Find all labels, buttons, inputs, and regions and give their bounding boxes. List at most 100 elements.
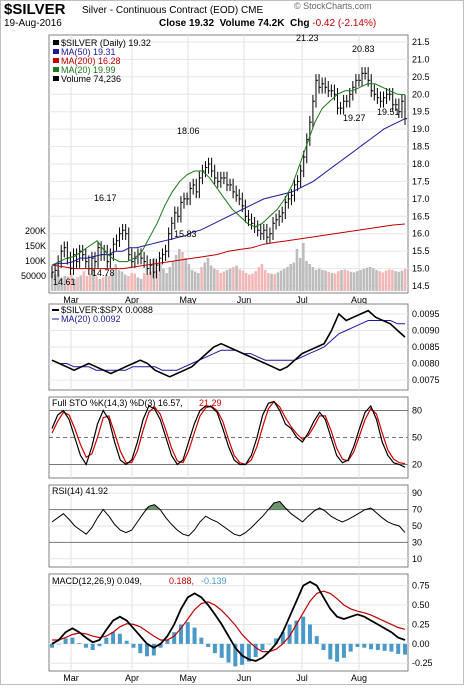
volume-bar — [292, 262, 296, 291]
volume-bar — [187, 264, 191, 291]
macd-histogram-bar — [117, 633, 122, 644]
volume-bar — [120, 271, 124, 291]
volume-bar — [321, 270, 324, 291]
rsi-tick-label: 30 — [412, 537, 422, 547]
macd-tick-label: -0.25 — [412, 658, 433, 668]
macd-signal-legend: 0.188, — [169, 576, 194, 586]
macd-histogram-bar — [389, 643, 394, 652]
macd-histogram-bar — [219, 643, 224, 658]
volume-bar — [209, 265, 213, 291]
volume-bar — [286, 267, 289, 291]
volume-bar — [225, 270, 229, 291]
ratio-ma20-line — [51, 320, 405, 371]
volume-bar — [53, 274, 57, 291]
macd-histogram-bar — [396, 643, 401, 654]
volume-bar — [168, 267, 172, 291]
volume-bar — [104, 274, 108, 291]
macd-histogram-bar — [172, 632, 177, 644]
price-legend-entry: Volume 74,236 — [61, 74, 121, 84]
price-tick-label: 20.5 — [412, 72, 430, 82]
price-annotation: 16.17 — [94, 193, 117, 203]
price-tick-label: 18.5 — [412, 142, 430, 152]
volume-bar — [162, 268, 165, 291]
macd-histogram-bar — [192, 627, 197, 644]
volume-bar — [158, 264, 162, 291]
month-label: May — [179, 295, 197, 305]
month-label: Jun — [237, 295, 252, 305]
macd-histogram-bar — [206, 643, 211, 647]
macd-legend-entry: MACD(12,26,9) 0.049, — [52, 576, 142, 586]
volume-bar — [267, 273, 270, 291]
volume-bar — [50, 272, 54, 291]
volume-bar — [311, 267, 315, 291]
volume-bar — [152, 258, 156, 291]
volume-bar — [108, 276, 111, 291]
volume-bar — [95, 276, 98, 291]
rsi-tick-label: 10 — [412, 554, 422, 564]
volume-bar — [178, 249, 181, 291]
price-annotation: 19.51 — [377, 107, 400, 117]
volume-bar — [76, 277, 79, 291]
volume-bar — [260, 264, 264, 291]
volume-bar — [400, 270, 404, 291]
sto-k-line — [51, 400, 406, 468]
price-tick-label: 21.0 — [412, 54, 430, 64]
volume-bar — [171, 261, 175, 291]
price-annotation: 21.23 — [296, 33, 319, 43]
macd-histogram-bar — [158, 643, 163, 648]
macd-tick-label: 0.25 — [412, 619, 430, 629]
volume-bar — [378, 271, 381, 291]
macd-histogram-bar — [369, 643, 374, 650]
macd-histogram-bar — [341, 643, 346, 658]
volume-bar — [302, 243, 305, 291]
volume-bar — [206, 258, 210, 291]
macd-histogram-bar — [307, 624, 312, 644]
price-tick-label: 18.0 — [412, 159, 430, 169]
price-tick-label: 16.5 — [412, 211, 430, 221]
volume-bar — [340, 270, 343, 291]
volume-bar — [289, 264, 292, 291]
macd-histogram-bar — [90, 643, 95, 651]
macd-histogram-bar — [260, 643, 265, 651]
volume-bar — [244, 273, 248, 291]
ratio-tick-label: 0.0090 — [412, 325, 440, 335]
volume-bar — [270, 273, 273, 291]
price-annotation: 14.61 — [53, 277, 76, 287]
volume-bar — [165, 273, 168, 291]
volume-bar — [327, 271, 331, 291]
volume-bar — [279, 270, 283, 291]
volume-bar — [73, 279, 76, 291]
price-tick-label: 17.0 — [412, 194, 430, 204]
volume-tick-label: 100K — [25, 256, 46, 266]
macd-histogram-bar — [165, 639, 170, 644]
volume-bar — [136, 277, 140, 291]
volume-bar — [375, 270, 378, 291]
volume-tick-label: 50000 — [21, 271, 46, 281]
volume-bar — [343, 269, 346, 291]
ma20-line — [51, 83, 406, 266]
legend-swatch — [53, 67, 59, 72]
volume-bar — [263, 270, 267, 291]
macd-signal-line — [52, 590, 406, 653]
macd-histogram-bar — [63, 638, 68, 644]
volume-bar — [298, 258, 302, 291]
macd-histogram-bar — [321, 643, 326, 651]
sto-legend-value: 21.29 — [199, 398, 222, 408]
macd-histogram-bar — [253, 643, 258, 658]
macd-histogram-bar — [138, 643, 143, 654]
volume-bar — [114, 264, 118, 291]
month-label: Jun — [237, 673, 252, 683]
macd-histogram-bar — [151, 643, 156, 656]
ratio-tick-label: 0.0095 — [412, 309, 440, 319]
volume-bar — [247, 274, 251, 291]
price-annotation: 15.83 — [174, 229, 197, 239]
volume-bar — [371, 268, 375, 291]
macd-histogram-bar — [280, 632, 285, 644]
sto-tick-label: 50 — [412, 433, 422, 443]
month-label: Jul — [296, 673, 308, 683]
symbol-title: $SILVER — [4, 1, 66, 18]
volume-bar — [139, 279, 143, 291]
volume-bar — [130, 273, 133, 291]
macd-histogram-bar — [97, 643, 102, 647]
volume-bar — [216, 270, 219, 291]
